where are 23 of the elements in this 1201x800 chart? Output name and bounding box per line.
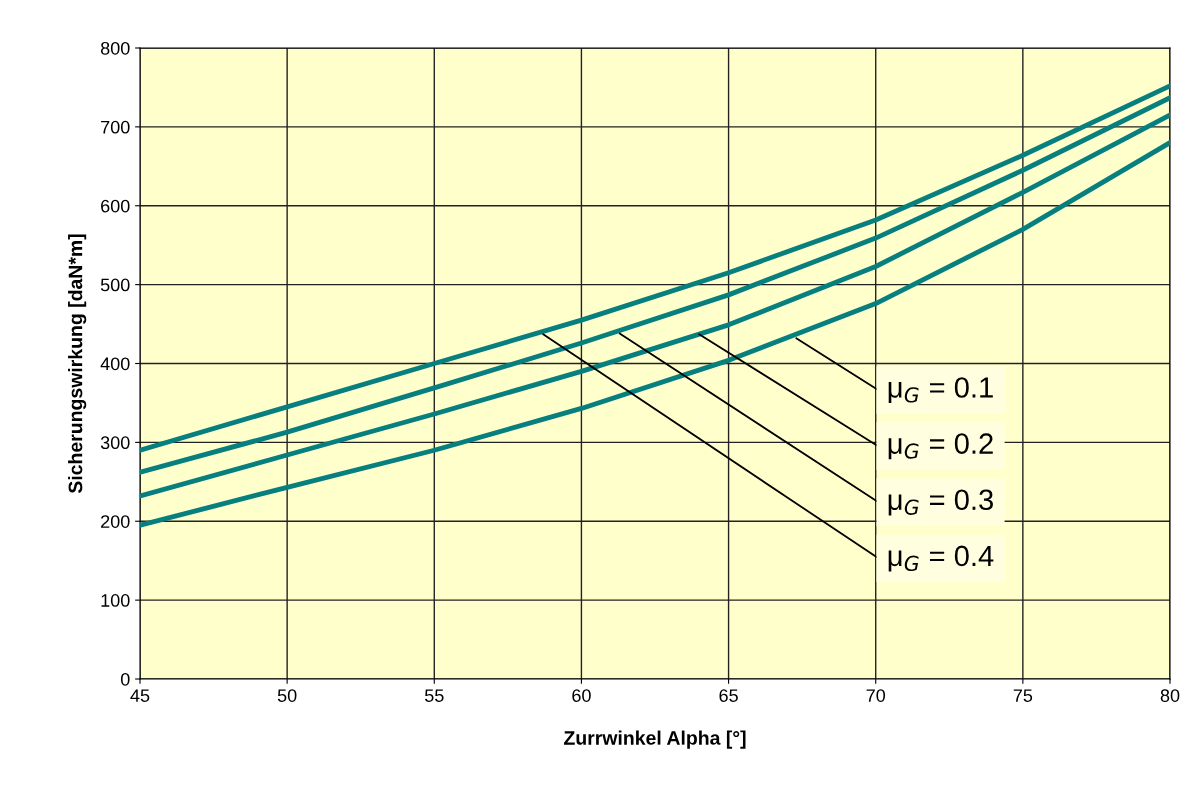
annotation: μ$_{G}$ = 0.3 [888,489,993,516]
y-tick-label: 300 [100,436,130,450]
x-tick-label: 50 [277,689,297,702]
y-tick-label: 0 [120,672,130,686]
y-tick-label: 200 [101,515,130,528]
x-tick-label: 55 [424,689,444,702]
x-tick-label: 65 [719,689,738,702]
annotation: μ$_{G}$ = 0.2 [888,433,993,460]
y-tick-label: 700 [101,120,130,134]
x-tick-label: 70 [866,689,886,702]
x-axis-title: Zurrwinkel Alpha [°] [564,730,746,749]
y-axis-title: Sicherungswirkung [daN*m] [68,234,87,494]
y-tick-label: 400 [100,357,130,371]
x-tick-label: 75 [1013,689,1033,702]
x-tick-label: 45 [130,689,150,702]
x-tick-label: 80 [1160,689,1180,702]
y-tick-label: 100 [101,594,130,607]
annotation: μ$_{G}$ = 0.1 [888,377,993,404]
y-tick-label: 500 [100,278,130,292]
x-tick-label: 60 [572,689,591,702]
y-tick-label: 600 [101,199,130,213]
y-tick-label: 800 [100,41,130,55]
annotation: μ$_{G}$ = 0.4 [888,545,994,572]
